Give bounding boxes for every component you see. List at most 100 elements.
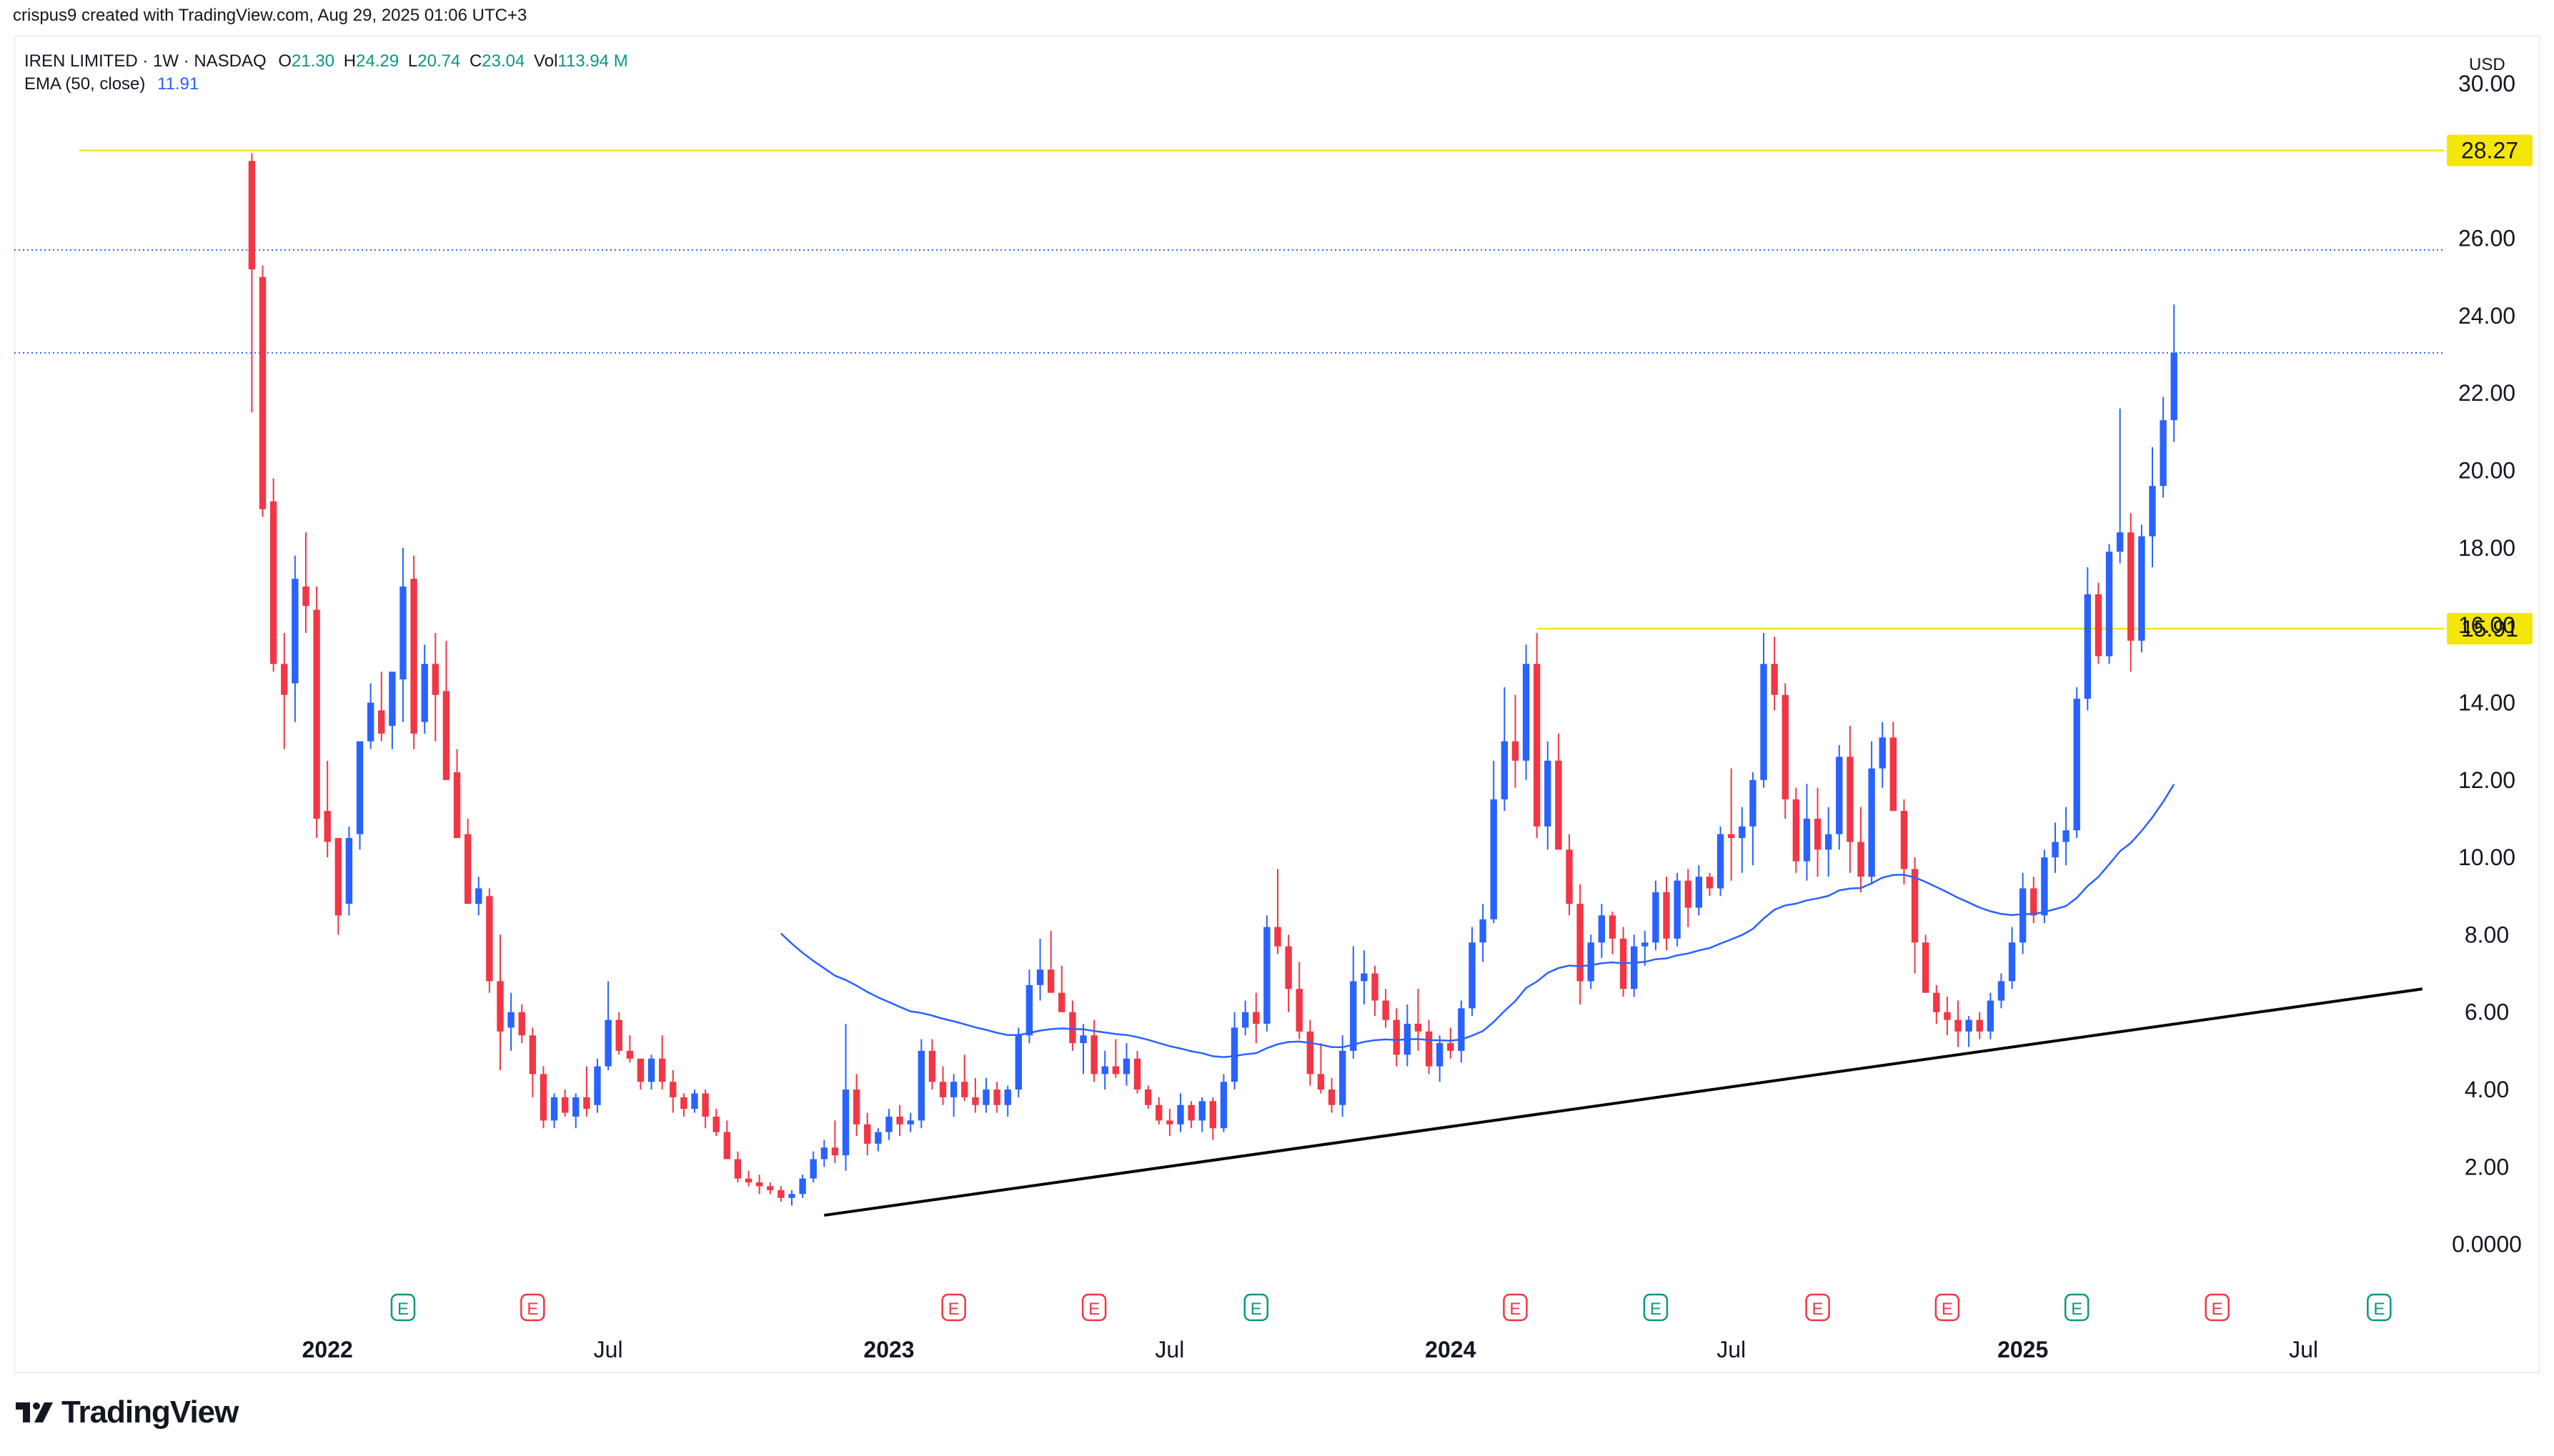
candle	[1792, 787, 1800, 873]
candle-body	[1857, 842, 1864, 877]
candle	[1177, 1093, 1184, 1132]
earnings-badge	[2367, 1293, 2392, 1322]
earnings-marker[interactable]: E	[2064, 1293, 2090, 1322]
candle-body	[1209, 1101, 1217, 1129]
symbol-label[interactable]: IREN LIMITED · 1W · NASDAQ	[24, 51, 267, 71]
candle-body	[939, 1082, 947, 1097]
candle-body	[1025, 984, 1033, 1036]
candle-body	[1587, 942, 1594, 982]
candle-body	[1414, 1023, 1422, 1032]
high-label: H	[343, 51, 357, 71]
candle-body	[615, 1019, 622, 1051]
candle-body	[1436, 1043, 1444, 1067]
candle-body	[453, 772, 461, 839]
earnings-marker[interactable]: E	[390, 1293, 416, 1322]
candle	[680, 1093, 687, 1117]
earnings-letter: E	[2212, 1300, 2223, 1319]
candle-body	[853, 1089, 860, 1125]
candle-body	[2149, 486, 2156, 537]
earnings-marker[interactable]: E	[1243, 1293, 1269, 1322]
candle-body	[842, 1089, 850, 1156]
candle	[1285, 934, 1292, 1012]
candle-body	[2084, 594, 2092, 699]
candle-body	[2030, 888, 2037, 916]
candle-body	[1263, 927, 1271, 1024]
candle-body	[1879, 737, 1886, 769]
earnings-marker[interactable]: E	[1643, 1293, 1669, 1322]
candle	[1296, 962, 1303, 1039]
x-tick-label: Jul	[1716, 1337, 1746, 1362]
candle	[1944, 997, 1951, 1036]
candle	[269, 478, 277, 672]
candle	[1555, 733, 1562, 850]
candle-body	[2116, 532, 2124, 552]
candle-body	[583, 1097, 590, 1110]
earnings-marker[interactable]: E	[1503, 1293, 1528, 1322]
candle-body	[269, 501, 277, 664]
candle-body	[1868, 768, 1875, 877]
candle	[1879, 722, 1886, 788]
candle	[1317, 1043, 1325, 1094]
candle-body	[378, 710, 385, 734]
candle-body	[1447, 1043, 1454, 1051]
earnings-badge	[390, 1293, 416, 1322]
y-tick-label: 14.00	[2458, 689, 2515, 715]
open-value: 21.30	[292, 51, 335, 71]
candle-body	[410, 579, 417, 734]
earnings-badge	[520, 1293, 545, 1322]
candle	[550, 1093, 558, 1129]
candle-body	[1782, 694, 1789, 799]
candle-body	[1371, 973, 1378, 1001]
candle	[1069, 1000, 1076, 1051]
candle	[2138, 524, 2145, 653]
earnings-marker[interactable]: E	[1805, 1293, 1830, 1322]
candle-body	[875, 1132, 882, 1144]
candle-body	[550, 1097, 558, 1121]
candle-body	[831, 1147, 839, 1156]
candle-body	[313, 609, 320, 819]
earnings-badge	[1081, 1293, 1107, 1322]
y-tick-label: 4.00	[2465, 1077, 2509, 1102]
candle-body	[1760, 664, 1767, 780]
candle	[2008, 927, 2016, 989]
earnings-marker[interactable]: E	[2367, 1293, 2392, 1322]
ema-row[interactable]: EMA (50, close) 11.91	[24, 73, 628, 96]
candle-body	[302, 587, 309, 607]
candle	[1198, 1097, 1206, 1132]
candle	[302, 532, 309, 634]
candle	[734, 1151, 742, 1183]
candle	[442, 640, 450, 780]
candle	[1025, 969, 1033, 1044]
candle	[1609, 911, 1616, 954]
candle-body	[1469, 942, 1476, 1009]
candle-body	[755, 1182, 763, 1187]
candle	[1144, 1085, 1152, 1110]
earnings-marker[interactable]: E	[520, 1293, 545, 1322]
candle-body	[702, 1093, 709, 1117]
earnings-badge	[941, 1293, 966, 1322]
candle	[1350, 946, 1357, 1059]
candle	[745, 1170, 752, 1187]
candle-body	[1674, 880, 1681, 939]
candle	[1566, 834, 1573, 916]
candle	[367, 683, 374, 749]
candle-body	[1544, 760, 1551, 827]
earnings-marker[interactable]: E	[1081, 1293, 1107, 1322]
candle-body	[1296, 989, 1303, 1032]
earnings-marker[interactable]: E	[1934, 1293, 1960, 1322]
candle	[712, 1109, 720, 1137]
candle	[1674, 872, 1681, 947]
candle-body	[1695, 877, 1703, 908]
candle	[2073, 687, 2080, 839]
candle-body	[259, 276, 267, 509]
candle	[497, 934, 504, 1070]
candle	[647, 1054, 655, 1090]
candle	[1469, 927, 1476, 1017]
candle	[1479, 904, 1486, 962]
earnings-marker[interactable]: E	[941, 1293, 966, 1322]
y-tick-label: 16.00	[2458, 612, 2515, 638]
candle	[2030, 877, 2037, 924]
candle	[1166, 1109, 1173, 1137]
earnings-marker[interactable]: E	[2205, 1293, 2230, 1322]
